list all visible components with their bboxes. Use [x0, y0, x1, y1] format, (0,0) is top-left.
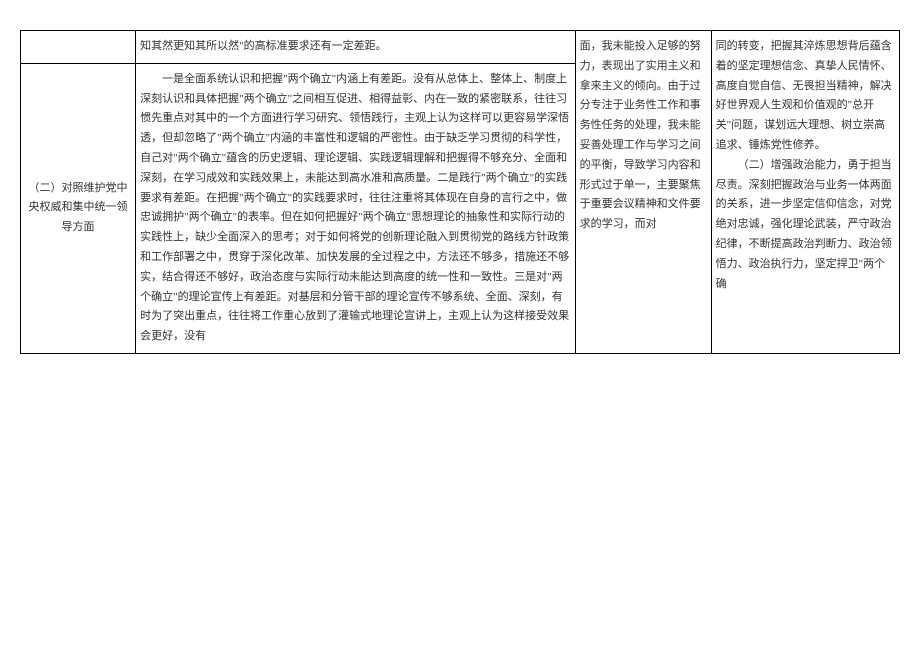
col3-merged-cell: 面，我未能投入足够的努力，表现出了实用主义和拿来主义的倾向。由于过分专注于业务性… [575, 31, 711, 354]
col4-p1: 同的转变，把握其淬炼思想背后蕴含着的坚定理想信念、真挚人民情怀、高度自觉自信、无… [716, 40, 892, 151]
col4-merged-cell: 同的转变，把握其淬炼思想背后蕴含着的坚定理想信念、真挚人民情怀、高度自觉自信、无… [711, 31, 899, 354]
row1-col2-cell: 知其然更知其所以然"的高标准要求还有一定差距。 [136, 31, 576, 64]
row1-col2-text: 知其然更知其所以然"的高标准要求还有一定差距。 [140, 40, 387, 52]
col3-text: 面，我未能投入足够的努力，表现出了实用主义和拿来主义的倾向。由于过分专注于业务性… [580, 40, 701, 230]
col4-p2: （二）增强政治能力，勇于担当尽责。深刻把握政治与业务一体两面的关系，进一步坚定信… [716, 156, 895, 295]
row1-col1-empty [21, 31, 136, 64]
table-row: 知其然更知其所以然"的高标准要求还有一定差距。 面，我未能投入足够的努力，表现出… [21, 31, 900, 64]
row2-col2-text: 一是全面系统认识和把握"两个确立"内涵上有差距。没有从总体上、整体上、制度上深刻… [140, 70, 571, 347]
row2-col1-cell: （二）对照维护党中央权威和集中统一领导方面 [21, 63, 136, 353]
row2-col1-text: （二）对照维护党中央权威和集中统一领导方面 [29, 182, 128, 234]
row2-col2-cell: 一是全面系统认识和把握"两个确立"内涵上有差距。没有从总体上、整体上、制度上深刻… [136, 63, 576, 353]
document-table: 知其然更知其所以然"的高标准要求还有一定差距。 面，我未能投入足够的努力，表现出… [20, 30, 900, 354]
